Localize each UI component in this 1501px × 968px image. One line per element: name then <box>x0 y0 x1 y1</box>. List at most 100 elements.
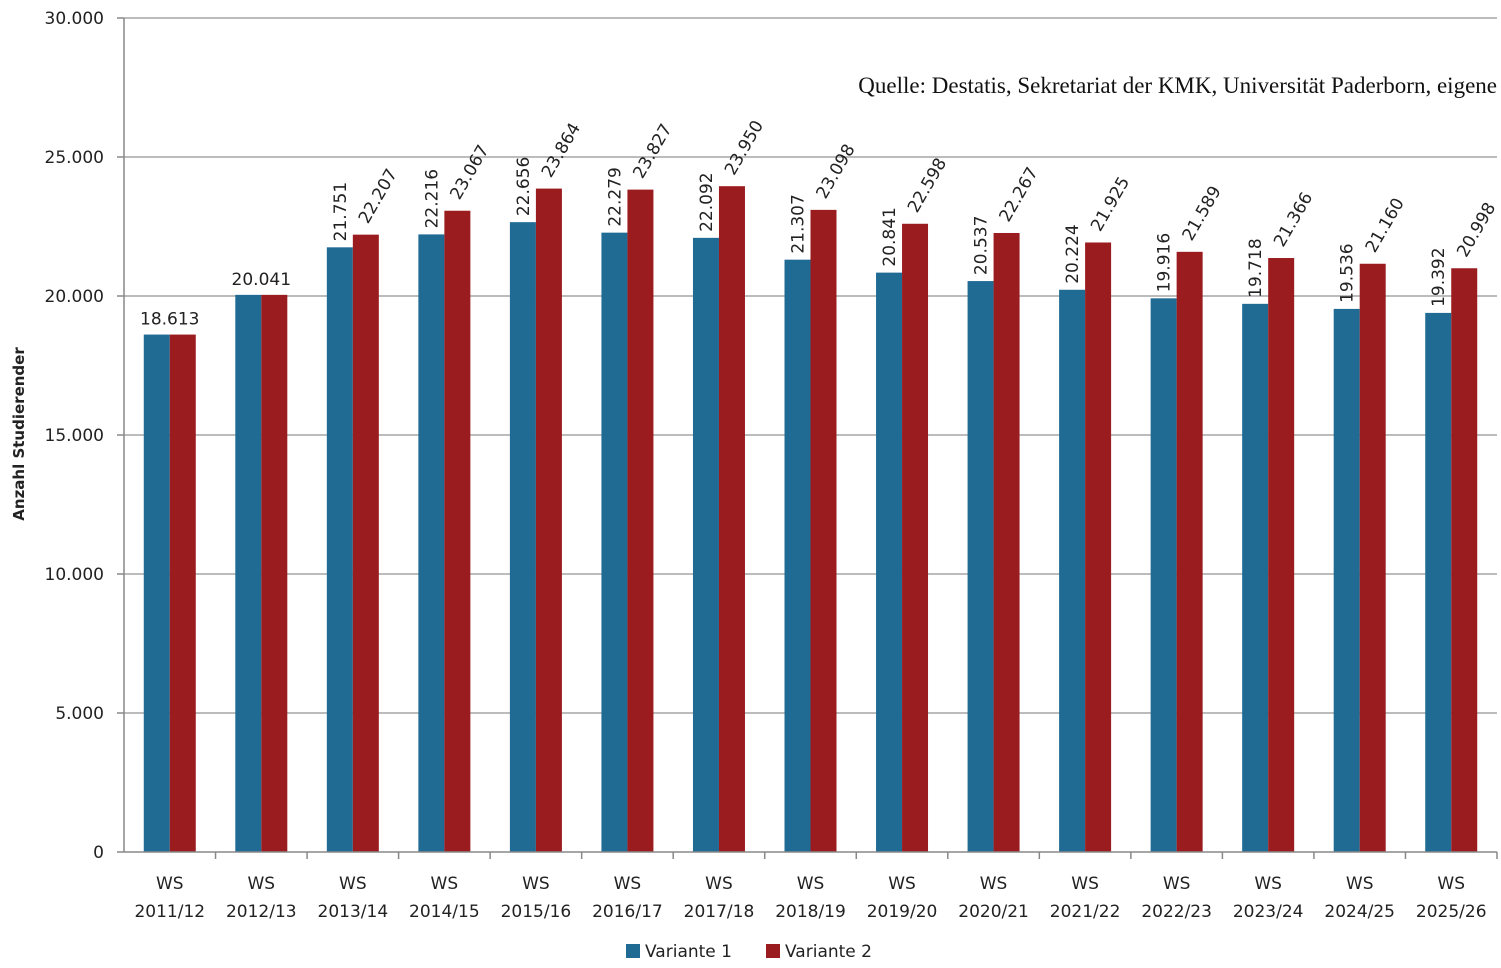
x-tick-label: WS <box>247 874 275 894</box>
x-tick-label: WS <box>522 874 550 894</box>
bar-variante-1 <box>143 334 170 852</box>
bar-variante-2 <box>1451 268 1478 852</box>
x-tick-label: 2014/15 <box>409 902 480 922</box>
x-tick-label: WS <box>1437 874 1465 894</box>
x-tick-label: WS <box>431 874 459 894</box>
data-label-variante-1: 22.279 <box>605 167 625 226</box>
data-label-variante-2: 22.207 <box>355 166 402 228</box>
bar-variante-1 <box>876 272 903 852</box>
x-tick-label: 2022/23 <box>1141 902 1212 922</box>
data-label-variante-2: 22.598 <box>904 155 951 217</box>
data-label-variante-2: 20.998 <box>1453 199 1500 261</box>
data-label-variante-1: 21.751 <box>331 182 351 241</box>
data-label-variante-2: 21.160 <box>1362 195 1409 257</box>
bar-variante-1 <box>601 232 628 852</box>
bar-variante-2 <box>810 209 837 852</box>
y-tick-label: 25.000 <box>45 148 104 168</box>
data-label-variante-1: 19.916 <box>1155 233 1175 292</box>
bar-variante-1 <box>1150 298 1177 852</box>
bar-variante-1 <box>1425 312 1452 852</box>
data-label-variante-1: 20.224 <box>1063 224 1083 283</box>
data-label-variante-2: 23.864 <box>538 120 585 182</box>
x-tick-label: WS <box>1254 874 1282 894</box>
y-axis-title: Anzahl Studierender <box>10 347 28 521</box>
x-tick-label: WS <box>156 874 184 894</box>
x-tick-label: 2023/24 <box>1233 902 1304 922</box>
x-tick-label: WS <box>797 874 825 894</box>
legend-swatch <box>626 944 640 958</box>
data-label-variante-1: 19.392 <box>1429 247 1449 306</box>
bar-variante-2 <box>352 234 379 853</box>
bars <box>143 186 1478 853</box>
data-label-variante-1: 19.536 <box>1338 243 1358 302</box>
x-tick-label: WS <box>1071 874 1099 894</box>
x-tick-label: WS <box>888 874 916 894</box>
bar-variante-2 <box>1359 263 1386 852</box>
bar-variante-2 <box>1268 258 1295 852</box>
bar-variante-2 <box>535 188 562 852</box>
x-tick-label: 2020/21 <box>958 902 1029 922</box>
bar-variante-1 <box>1242 303 1269 852</box>
x-tick-label: 2019/20 <box>867 902 938 922</box>
bar-variante-1 <box>235 294 262 852</box>
data-label: 18.613 <box>140 310 199 330</box>
data-label-variante-1: 19.718 <box>1246 238 1266 297</box>
y-tick-label: 30.000 <box>45 9 104 29</box>
x-tick-label: 2013/14 <box>318 902 389 922</box>
x-tick-label: 2021/22 <box>1050 902 1121 922</box>
bar-variante-1 <box>1333 308 1360 853</box>
y-tick-label: 5.000 <box>55 704 104 724</box>
bar-variante-2 <box>169 334 196 852</box>
bar-variante-2 <box>627 189 654 853</box>
bar-variante-2 <box>718 186 745 852</box>
x-tick-label: WS <box>705 874 733 894</box>
legend-label: Variante 2 <box>785 942 872 962</box>
bar-variante-2 <box>261 294 288 852</box>
bar-variante-2 <box>902 223 929 852</box>
y-axis: 0 5.000 10.000 15.000 20.000 25.000 30.000 <box>45 9 125 863</box>
data-label-variante-2: 23.098 <box>813 141 860 203</box>
data-label-variante-2: 21.589 <box>1179 183 1226 245</box>
data-label-variante-2: 21.925 <box>1087 173 1134 235</box>
data-label-variante-2: 23.827 <box>629 121 676 183</box>
y-tick-label: 10.000 <box>45 565 104 585</box>
data-label-variante-1: 22.092 <box>697 172 717 231</box>
bar-variante-2 <box>1085 242 1112 853</box>
x-tick-label: WS <box>980 874 1008 894</box>
data-label-variante-2: 22.267 <box>996 164 1043 226</box>
data-label-variante-1: 22.656 <box>514 157 534 216</box>
data-label-variante-2: 21.366 <box>1270 189 1317 251</box>
y-tick-label: 0 <box>93 843 104 863</box>
x-tick-label: WS <box>1163 874 1191 894</box>
data-label-variante-1: 21.307 <box>789 194 809 253</box>
source-note: Quelle: Destatis, Sekretariat der KMK, U… <box>858 73 1497 98</box>
bar-variante-1 <box>967 281 994 852</box>
data-label-variante-2: 23.067 <box>446 142 493 204</box>
bar-variante-2 <box>993 232 1020 852</box>
x-tick-label: 2025/26 <box>1416 902 1487 922</box>
bar-variante-1 <box>784 259 811 852</box>
bar-variante-2 <box>1176 251 1203 852</box>
data-label-variante-1: 20.841 <box>880 207 900 266</box>
data-label-variante-1: 22.216 <box>422 169 442 228</box>
x-tick-label: 2024/25 <box>1324 902 1395 922</box>
x-tick-label: 2011/12 <box>134 902 205 922</box>
bar-variante-2 <box>444 210 471 852</box>
x-tick-label: 2015/16 <box>501 902 572 922</box>
bar-variante-1 <box>418 234 445 852</box>
data-label-variante-1: 20.537 <box>972 216 992 275</box>
x-tick-label: 2018/19 <box>775 902 846 922</box>
x-tick-label: WS <box>614 874 642 894</box>
x-tick-label: 2016/17 <box>592 902 663 922</box>
x-tick-label: 2017/18 <box>684 902 755 922</box>
bar-variante-1 <box>692 237 719 852</box>
y-tick-label: 15.000 <box>45 426 104 446</box>
bar-variante-1 <box>509 222 536 852</box>
legend: Variante 1 Variante 2 <box>626 942 872 962</box>
legend-swatch <box>766 944 780 958</box>
x-tick-label: WS <box>339 874 367 894</box>
legend-label: Variante 1 <box>645 942 732 962</box>
data-label: 20.041 <box>232 270 291 290</box>
bar-variante-1 <box>326 247 353 852</box>
